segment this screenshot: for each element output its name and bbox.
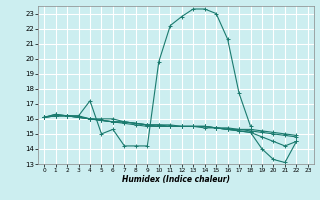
X-axis label: Humidex (Indice chaleur): Humidex (Indice chaleur) (122, 175, 230, 184)
